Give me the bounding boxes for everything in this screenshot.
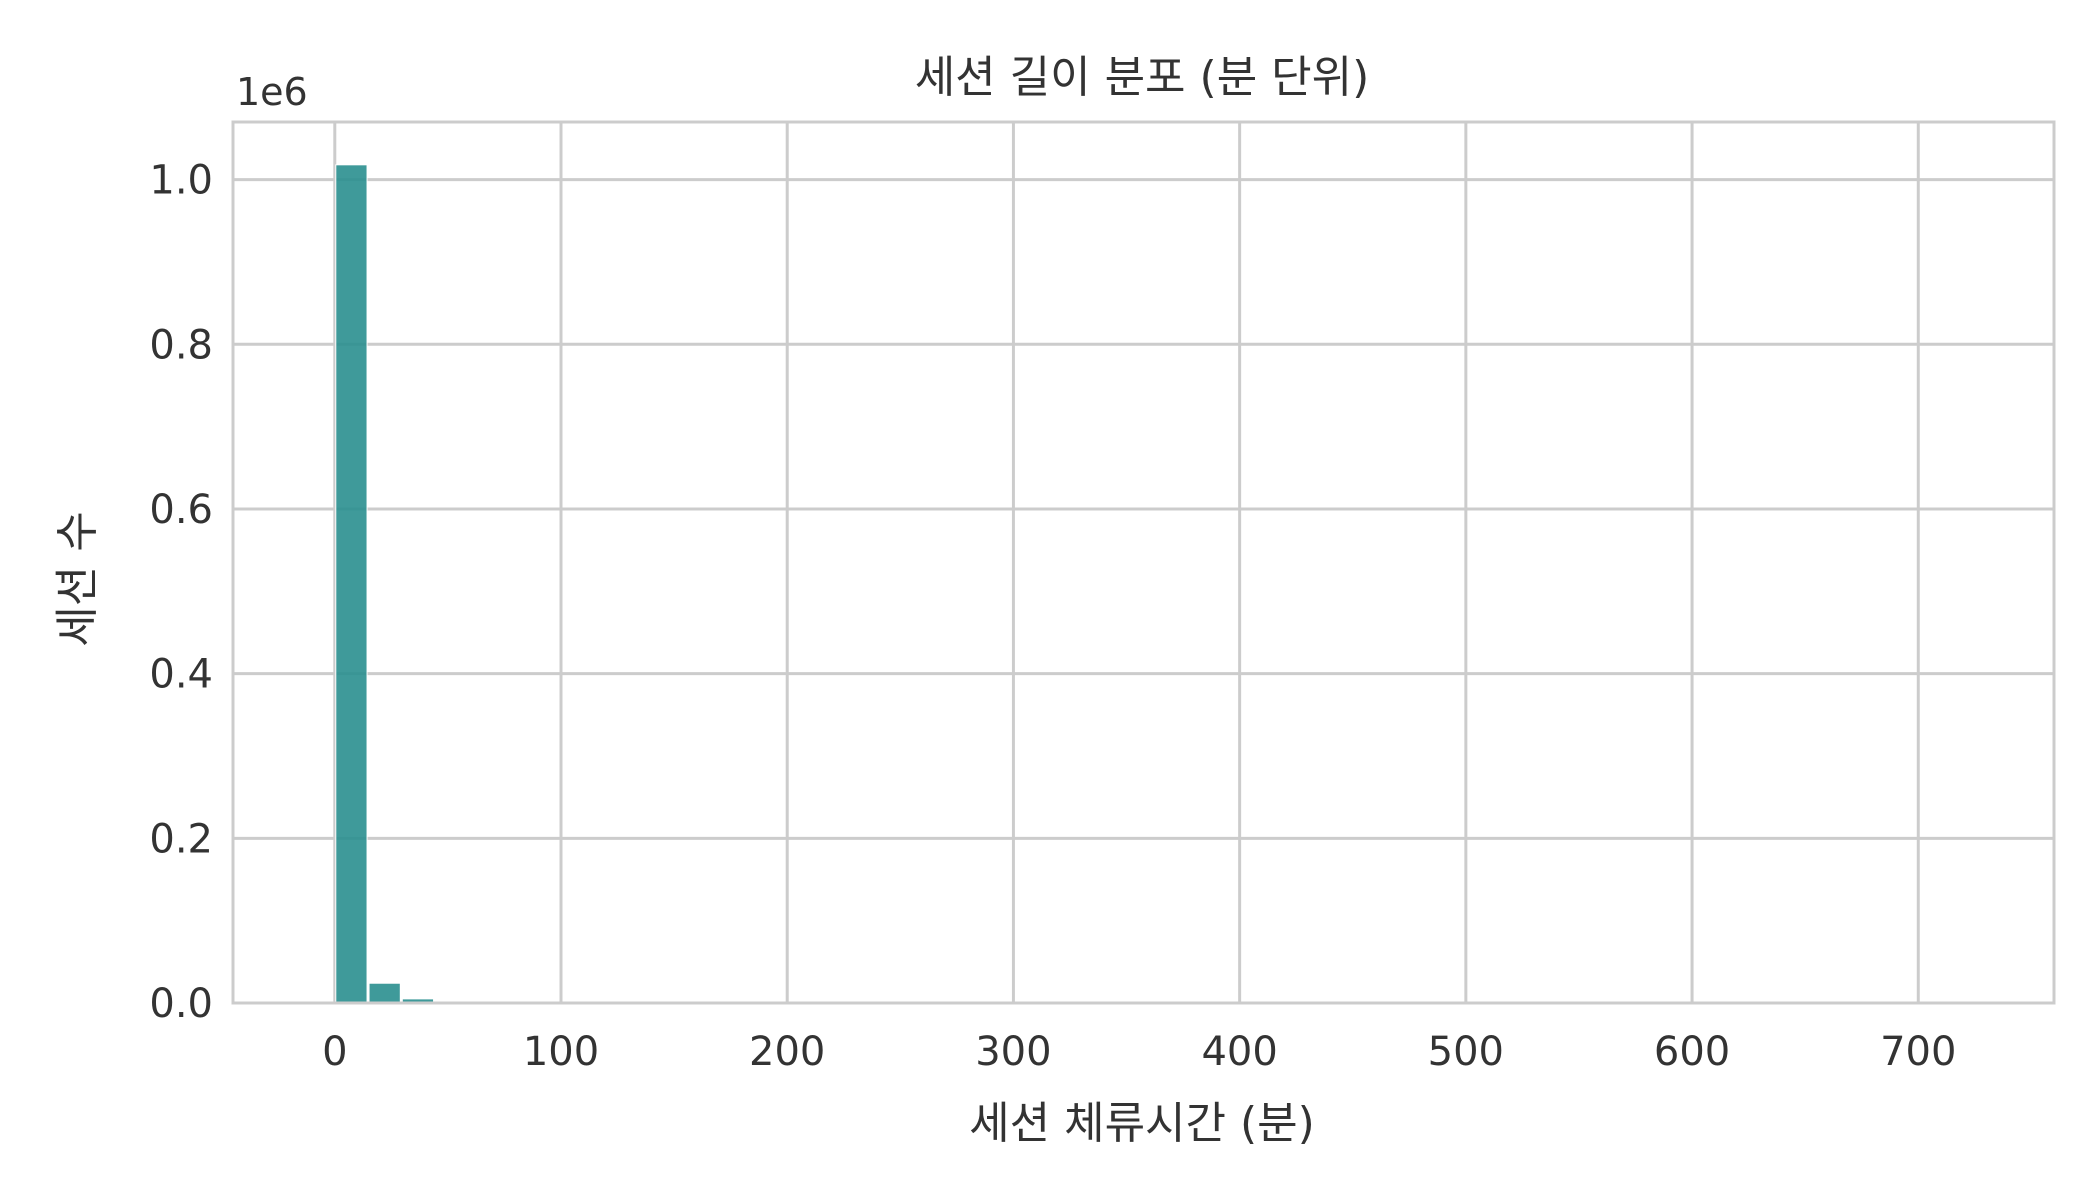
x-tick-label: 0 xyxy=(322,1029,347,1075)
y-tick-label: 0.4 xyxy=(149,652,213,698)
y-tick-label: 0.2 xyxy=(149,816,213,862)
x-tick-label: 700 xyxy=(1880,1029,1956,1075)
chart-title: 세션 길이 분포 (분 단위) xyxy=(915,52,1370,103)
y-tick-label: 0.0 xyxy=(149,981,213,1027)
histogram-bar xyxy=(368,982,401,1004)
y-tick-label: 0.6 xyxy=(149,487,213,533)
x-tick-label: 300 xyxy=(975,1029,1051,1075)
plot-frame xyxy=(231,120,2056,1005)
x-tick-label: 600 xyxy=(1654,1029,1730,1075)
histogram-bar xyxy=(335,164,368,1004)
y-tick-label: 0.8 xyxy=(149,322,213,368)
x-tick-label: 100 xyxy=(523,1029,599,1075)
histogram-bars xyxy=(335,164,534,1004)
x-tick-label: 500 xyxy=(1428,1029,1504,1075)
x-tick-label: 400 xyxy=(1201,1029,1277,1075)
x-tick-label: 200 xyxy=(749,1029,825,1075)
y-axis-label: 세션 수 xyxy=(52,511,103,646)
y-axis-offset-label: 1e6 xyxy=(236,70,308,114)
tick-labels: 0 100 200 300 400 500 600 700 0.0 0.2 0.4 0.6 0.8 1.0 xyxy=(149,158,1956,1075)
y-tick-label: 1.0 xyxy=(149,158,213,204)
x-axis-label: 세션 체류시간 (분) xyxy=(969,1098,1315,1149)
